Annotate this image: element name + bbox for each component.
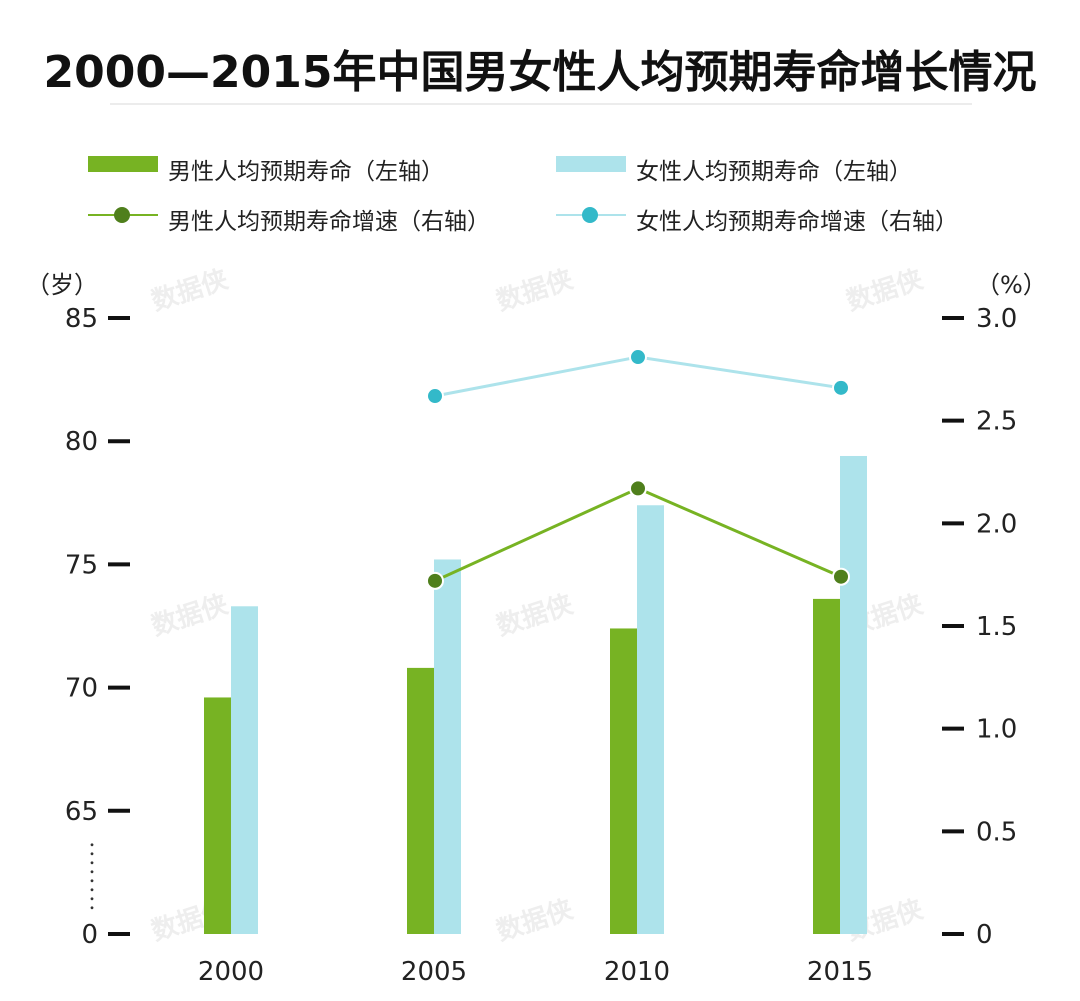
- growth-point-male: [832, 567, 850, 586]
- title-divider: [110, 103, 972, 105]
- bar-male-2010: [610, 628, 637, 934]
- x-axis-tick-label: 2005: [401, 957, 467, 987]
- growth-point-female: [832, 378, 850, 397]
- bar-female-2005: [434, 559, 461, 934]
- growth-point-male: [629, 479, 647, 498]
- left-axis-tick-label: 70: [65, 674, 98, 704]
- axis-break-dot: [90, 843, 94, 847]
- legend-female-bar-swatch: [556, 156, 626, 172]
- x-axis-tick-label: 2015: [807, 957, 873, 987]
- left-axis-tick-label: 75: [65, 550, 98, 580]
- bar-female-2000: [231, 606, 258, 934]
- axis-break-dot: [90, 879, 94, 883]
- right-axis-tick-label: 3.0: [976, 304, 1017, 334]
- bar-female-2015: [840, 455, 867, 934]
- left-axis-tick-label: 85: [65, 304, 98, 334]
- left-axis-tick-label: 80: [65, 427, 98, 457]
- left-axis-tick-label: 0: [81, 920, 98, 950]
- bar-female-2010: [637, 505, 664, 934]
- bar-male-2005: [407, 667, 434, 934]
- right-axis-tick-label: 1.5: [976, 612, 1017, 642]
- legend-male-bar-swatch: [88, 156, 158, 172]
- legend-male-bar-label: 男性人均预期寿命（左轴）: [168, 159, 444, 185]
- chart-title: 2000—2015年中国男女性人均预期寿命增长情况: [43, 47, 1037, 98]
- right-axis-tick-label: 0.5: [976, 817, 1017, 847]
- legend-female-bar-label: 女性人均预期寿命（左轴）: [636, 159, 912, 185]
- left-axis-tick-label: 65: [65, 797, 98, 827]
- axis-break-dot: [90, 888, 94, 892]
- x-axis-tick-label: 2010: [604, 957, 670, 987]
- growth-point-female: [426, 387, 444, 406]
- right-axis-tick-label: 1.0: [976, 715, 1017, 745]
- bar-male-2000: [204, 697, 231, 934]
- legend-female-line-label: 女性人均预期寿命增速（右轴）: [636, 209, 958, 235]
- growth-point-male: [426, 571, 444, 590]
- right-axis-unit: （%）: [976, 271, 1047, 299]
- x-axis-tick-label: 2000: [198, 957, 264, 987]
- legend-male-line-label: 男性人均预期寿命增速（右轴）: [168, 209, 490, 235]
- axis-break-dot: [90, 870, 94, 874]
- legend-female-line-marker: [582, 207, 598, 223]
- right-axis-tick-label: 2.5: [976, 407, 1017, 437]
- right-axis-tick-label: 0: [976, 920, 993, 950]
- axis-break-dot: [90, 861, 94, 865]
- axis-break-dot: [90, 852, 94, 856]
- axis-break-dot: [90, 897, 94, 901]
- right-axis-tick-label: 2.0: [976, 509, 1017, 539]
- left-axis-unit: （岁）: [26, 271, 98, 299]
- bar-male-2015: [813, 598, 840, 934]
- growth-point-female: [629, 348, 647, 367]
- axis-break-dot: [90, 906, 94, 910]
- legend-male-line-marker: [114, 207, 130, 223]
